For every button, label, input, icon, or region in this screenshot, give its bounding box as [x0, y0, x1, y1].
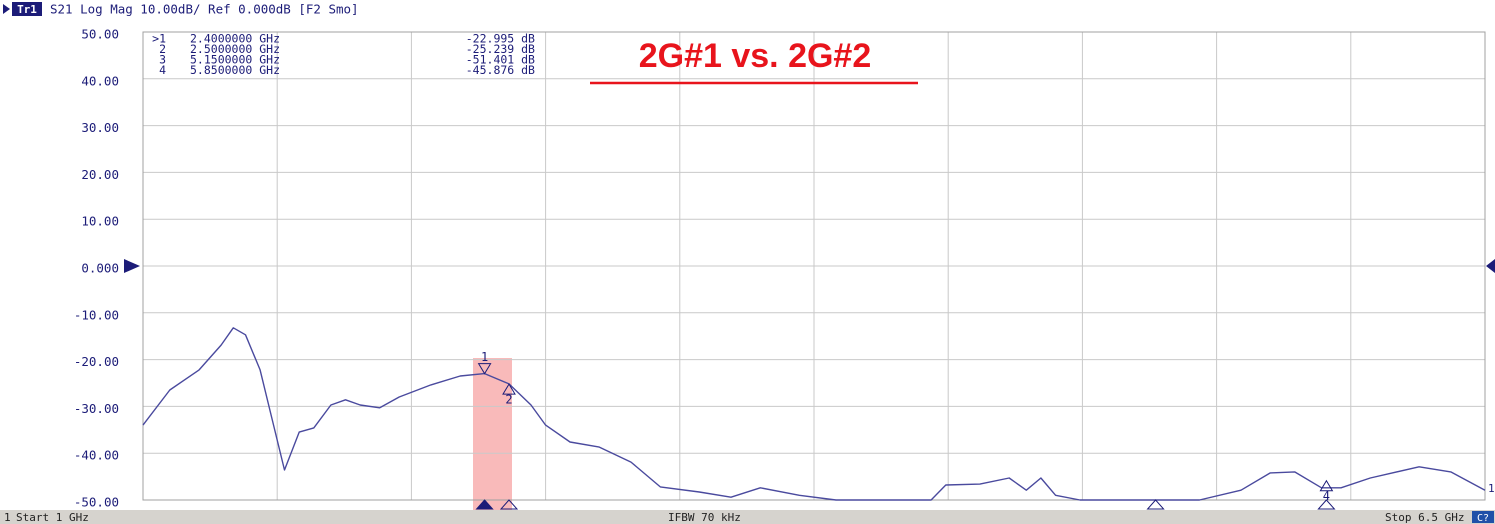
marker-value: -51.401 dB	[466, 53, 535, 67]
comparison-title: 2G#1 vs. 2G#2	[639, 37, 872, 75]
marker-value: -25.239 dB	[466, 42, 535, 56]
marker-value: -22.995 dB	[466, 32, 535, 46]
marker-frequency: 2.4000000 GHz	[190, 32, 280, 46]
plot-frame	[142, 31, 1486, 501]
marker-symbol	[477, 363, 492, 375]
marker-frequency: 2.5000000 GHz	[190, 42, 280, 56]
marker-stimulus	[475, 499, 494, 510]
marker-name: 2	[159, 42, 166, 56]
trace-name: Tr1	[17, 3, 37, 16]
stop-frequency: Stop 6.5 GHz	[1385, 511, 1464, 524]
trace-line	[142, 327, 1486, 501]
marker-frequency: 5.8500000 GHz	[190, 63, 280, 77]
marker-frequency: 5.1500000 GHz	[190, 53, 280, 67]
marker-table: >1 2.4000000 GHz -22.995 dB 2 2.5000000 GHz -…	[152, 32, 535, 78]
marker-stimulus	[499, 499, 519, 510]
y-tick-label: -50.00	[74, 495, 119, 510]
ifbw: IFBW 70 kHz	[668, 511, 741, 524]
trace-header: S21 Log Mag 10.00dB/ Ref 0.000dB [F2 Smo…	[50, 2, 359, 17]
status-text: C?	[1477, 513, 1489, 524]
y-tick-label: 40.00	[81, 73, 119, 88]
trace-arrow	[3, 4, 10, 14]
trace-number: 1	[1488, 482, 1495, 495]
status-bar	[0, 510, 1495, 524]
marker-symbol	[502, 383, 516, 395]
marker-name: >1	[152, 32, 166, 46]
y-tick-label: 30.00	[81, 120, 119, 135]
marker-stimulus	[1317, 499, 1336, 510]
y-tick-label: 10.00	[81, 214, 119, 229]
marker-stimulus	[1146, 499, 1165, 510]
ref-arrow-left	[124, 259, 140, 273]
marker-value: -45.876 dB	[466, 63, 535, 77]
y-tick-label: 20.00	[81, 167, 119, 182]
highlight-band	[473, 358, 512, 524]
trace-badge	[12, 2, 42, 16]
channel-number: 1	[4, 511, 11, 524]
y-tick-label: -40.00	[74, 448, 119, 463]
marker-tag: 1	[481, 350, 488, 364]
marker-name: 4	[159, 63, 166, 77]
marker-symbol	[1319, 479, 1334, 492]
y-tick-label: -10.00	[74, 307, 119, 322]
marker-tag: 4	[1323, 489, 1330, 503]
marker-name: 3	[159, 53, 166, 67]
marker-tag: 2	[505, 393, 512, 407]
ref-arrow-right	[1486, 259, 1495, 273]
y-tick-label: 50.00	[81, 27, 119, 42]
y-tick-label: 0.000	[81, 261, 119, 276]
start-frequency: Start 1 GHz	[16, 511, 89, 524]
plot-area	[142, 31, 1486, 501]
y-tick-label: -30.00	[74, 401, 119, 416]
status-badge	[1472, 511, 1494, 523]
y-tick-label: -20.00	[74, 354, 119, 369]
